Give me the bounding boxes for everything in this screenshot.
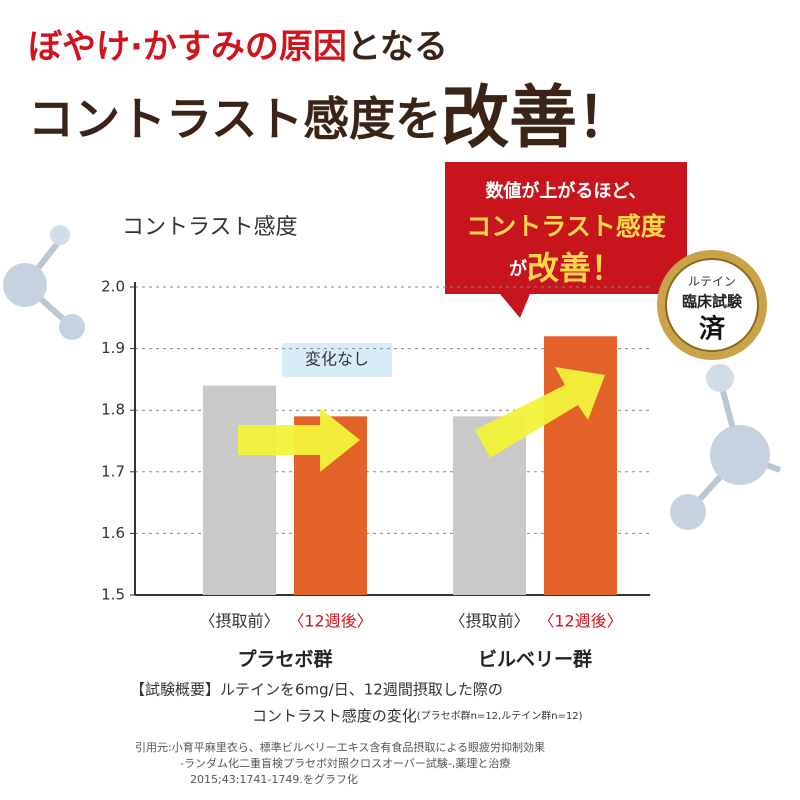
series-label: 〈摂取前〉 xyxy=(449,612,529,631)
y-tick-label: 1.7 xyxy=(101,462,125,480)
badge-text: 済 xyxy=(699,314,726,345)
callout: 数値が上がるほど、 コントラスト感度 が改善！ xyxy=(445,162,687,318)
note: 【試験概要】ルテインを6mg/日、12週間摂取した際の xyxy=(130,681,503,699)
y-tick-label: 1.8 xyxy=(101,401,125,419)
y-tick-label: 1.6 xyxy=(101,524,125,542)
series-label: 〈摂取前〉 xyxy=(199,612,279,631)
callout-text: コントラスト感度 xyxy=(466,212,666,241)
citation: 引用元:小育平麻里衣ら、標準ビルベリーエキス含有食品摂取による眼疲労抑制効果 xyxy=(135,740,545,754)
subtitle: コントラスト感度を改善！ xyxy=(28,79,633,158)
x-tick-label: プラセボ群 xyxy=(237,648,332,671)
badge: ルテイン 臨床試験 済 xyxy=(657,250,767,360)
badge-text: ルテイン xyxy=(688,275,736,289)
citation: 2015;43:1741-1749.をグラフ化 xyxy=(190,772,358,786)
molecule-left xyxy=(3,225,85,340)
citation: -ランダム化二重盲検プラセボ対照クロスオーバー試験-,薬理と治療 xyxy=(180,756,510,770)
arrow xyxy=(238,408,360,472)
bar xyxy=(203,385,276,595)
series-label: 〈12週後〉 xyxy=(288,612,372,631)
x-tick-label: ビルベリー群 xyxy=(478,648,592,671)
annotation: 変化なし xyxy=(305,350,369,369)
y-axis-title: コントラスト感度 xyxy=(122,215,298,240)
callout-text: が改善！ xyxy=(509,249,623,287)
molecule-right xyxy=(670,364,782,530)
y-tick-label: 1.5 xyxy=(101,586,125,604)
series-label: 〈12週後〉 xyxy=(538,612,622,631)
y-tick-label: 1.9 xyxy=(101,339,125,357)
badge-text: 臨床試験 xyxy=(682,293,743,311)
title: ぼやけ·かすみの原因となる xyxy=(28,27,448,67)
y-tick-label: 2.0 xyxy=(101,278,125,296)
note: コントラスト感度の変化(プラセボ群n=12,ルテイン群n=12) xyxy=(252,707,583,725)
callout-text: 数値が上がるほど、 xyxy=(485,180,646,202)
arrow xyxy=(475,367,605,458)
